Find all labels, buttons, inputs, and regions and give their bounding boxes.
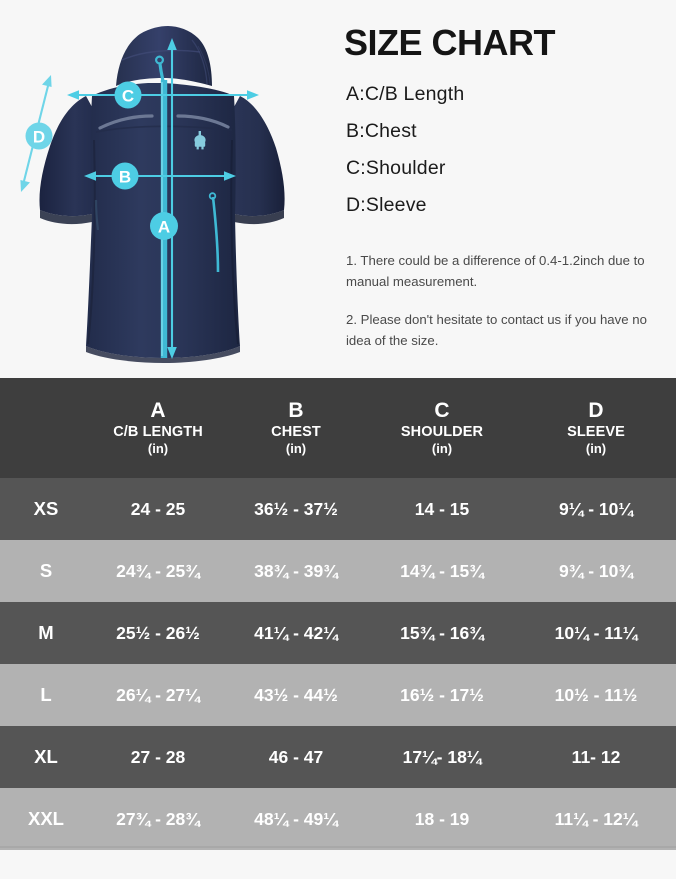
table-bottom-divider xyxy=(0,846,676,848)
header-unit-shoulder: (in) xyxy=(431,441,453,457)
cell-size: XS xyxy=(33,498,59,519)
cell-sleeve: 10½ - 11½ xyxy=(554,684,638,705)
zipper-pull-icon xyxy=(155,55,165,65)
cell-sleeve: 9¼ - 10¼ xyxy=(559,498,633,519)
cell-chest: 48¼ - 49¼ xyxy=(254,808,338,829)
legend-item-c: C:Shoulder xyxy=(346,157,446,179)
header-name-sleeve: SLEEVE xyxy=(567,424,625,441)
header-name-shoulder: SHOULDER xyxy=(400,424,484,441)
brand-logo-icon xyxy=(194,131,206,150)
size-table: A C/B LENGTH (in) B CHEST (in) C SHOULDE… xyxy=(0,378,676,850)
cell-shoulder: 18 - 19 xyxy=(414,808,470,829)
header-unit-chest: (in) xyxy=(285,441,307,457)
legend-item-d: D:Sleeve xyxy=(346,194,427,216)
top-section: C B A D SIZE CHART A:C/B Leng xyxy=(0,0,676,378)
legend-item-b: B:Chest xyxy=(346,120,417,142)
table-row: XS 24 - 25 36½ - 37½ 14 - 15 9¼ - 10¼ xyxy=(0,478,676,540)
cell-shoulder: 14¾ - 15¾ xyxy=(400,560,484,581)
garment-diagram: C B A D xyxy=(0,0,330,378)
cell-sleeve: 11- 12 xyxy=(571,746,621,767)
right-side-seam xyxy=(230,139,239,345)
cell-sleeve: 10¼ - 11¼ xyxy=(554,622,638,643)
collar-crease xyxy=(191,39,208,85)
notes-section: 1. There could be a difference of 0.4-1.… xyxy=(346,250,664,368)
collar xyxy=(116,26,212,86)
cell-length: 24¾ - 25¾ xyxy=(116,560,200,581)
badge-b-label: B xyxy=(119,168,131,187)
page-title: SIZE CHART xyxy=(344,22,556,63)
header-letter-a: A xyxy=(150,399,166,423)
left-chest-pocket-trim xyxy=(98,114,154,130)
cell-chest: 43½ - 44½ xyxy=(254,684,338,705)
cell-shoulder: 14 - 15 xyxy=(414,498,470,519)
cell-length: 27 - 28 xyxy=(130,746,186,767)
header-unit-length: (in) xyxy=(147,441,169,457)
cell-shoulder: 15¾ - 16¾ xyxy=(400,622,484,643)
left-sleeve xyxy=(39,96,98,217)
right-sleeve-hem xyxy=(234,210,284,225)
yoke-seam xyxy=(95,125,233,133)
note-contact-us: 2. Please don't hesitate to contact us i… xyxy=(346,312,647,348)
header-letter-d: D xyxy=(588,399,604,423)
measure-arrow-a xyxy=(167,38,177,359)
header-name-length: C/B LENGTH xyxy=(113,424,203,441)
cell-length: 25½ - 26½ xyxy=(116,622,200,643)
left-pocket-zipper xyxy=(94,199,100,231)
header-letter-b: B xyxy=(288,399,304,423)
cell-size: L xyxy=(40,684,52,705)
header-letter-c: C xyxy=(434,399,450,423)
measure-arrow-c xyxy=(67,90,259,100)
cell-sleeve: 9¾ - 10¾ xyxy=(559,560,633,581)
right-chest-pocket-trim xyxy=(176,114,230,129)
cell-chest: 36½ - 37½ xyxy=(254,498,338,519)
note-measurement-tolerance: 1. There could be a difference of 0.4-1.… xyxy=(346,253,645,289)
right-pocket-zipper xyxy=(211,196,220,273)
jacket-hem xyxy=(86,346,240,363)
cell-size: M xyxy=(38,622,54,643)
header-cell-length: A C/B LENGTH (in) xyxy=(92,399,224,456)
cell-chest: 41¼ - 42¼ xyxy=(254,622,338,643)
legend-item-a: A:C/B Length xyxy=(346,83,465,105)
badge-b: B xyxy=(111,162,139,190)
badge-c-label: C xyxy=(122,87,134,106)
header-name-chest: CHEST xyxy=(271,424,321,441)
cell-chest: 46 - 47 xyxy=(268,746,324,767)
badge-c: C xyxy=(114,81,142,109)
badge-d-label: D xyxy=(33,128,45,147)
cell-size: S xyxy=(39,560,53,581)
header-cell-chest: B CHEST (in) xyxy=(224,399,368,456)
cell-length: 27¾ - 28¾ xyxy=(116,808,200,829)
table-row: M 25½ - 26½ 41¼ - 42¼ 15¾ - 16¾ 10¼ - 11… xyxy=(0,602,676,664)
table-row: L 26¼ - 27¼ 43½ - 44½ 16½ - 17½ 10½ - 11… xyxy=(0,664,676,726)
collar-crease-2 xyxy=(197,45,211,85)
left-side-seam xyxy=(87,139,96,345)
badge-a-label: A xyxy=(158,218,170,237)
jacket-illustration: C B A D xyxy=(0,0,330,378)
table-row: XL 27 - 28 46 - 47 17¼- 18¼ 11- 12 xyxy=(0,726,676,788)
header-cell-sleeve: D SLEEVE (in) xyxy=(516,399,676,456)
right-pocket-zipper-pull-icon xyxy=(208,192,217,200)
cell-length: 24 - 25 xyxy=(130,498,186,519)
cell-shoulder: 16½ - 17½ xyxy=(400,684,484,705)
cell-shoulder: 17¼- 18¼ xyxy=(402,746,482,767)
cell-chest: 38¾ - 39¾ xyxy=(254,560,338,581)
badge-a: A xyxy=(150,212,178,240)
collar-fold-line xyxy=(121,49,201,61)
header-cell-shoulder: C SHOULDER (in) xyxy=(368,399,516,456)
table-row: S 24¾ - 25¾ 38¾ - 39¾ 14¾ - 15¾ 9¾ - 10¾ xyxy=(0,540,676,602)
cell-length: 26¼ - 27¼ xyxy=(116,684,200,705)
header-unit-sleeve: (in) xyxy=(585,441,607,457)
table-header-row: A C/B LENGTH (in) B CHEST (in) C SHOULDE… xyxy=(0,378,676,478)
info-panel: SIZE CHART A:C/B Length B:Chest C:Should… xyxy=(344,0,676,378)
table-row: XXL 27¾ - 28¾ 48¼ - 49¼ 18 - 19 11¼ - 12… xyxy=(0,788,676,850)
right-sleeve xyxy=(228,96,285,217)
cell-sleeve: 11¼ - 12¼ xyxy=(554,808,638,829)
measurement-legend: A:C/B Length B:Chest C:Shoulder D:Sleeve xyxy=(346,76,676,224)
left-sleeve-hem xyxy=(40,210,92,225)
zipper-top xyxy=(158,63,165,82)
badge-d: D xyxy=(25,122,53,150)
cell-size: XXL xyxy=(28,808,64,829)
cell-size: XL xyxy=(34,746,58,767)
